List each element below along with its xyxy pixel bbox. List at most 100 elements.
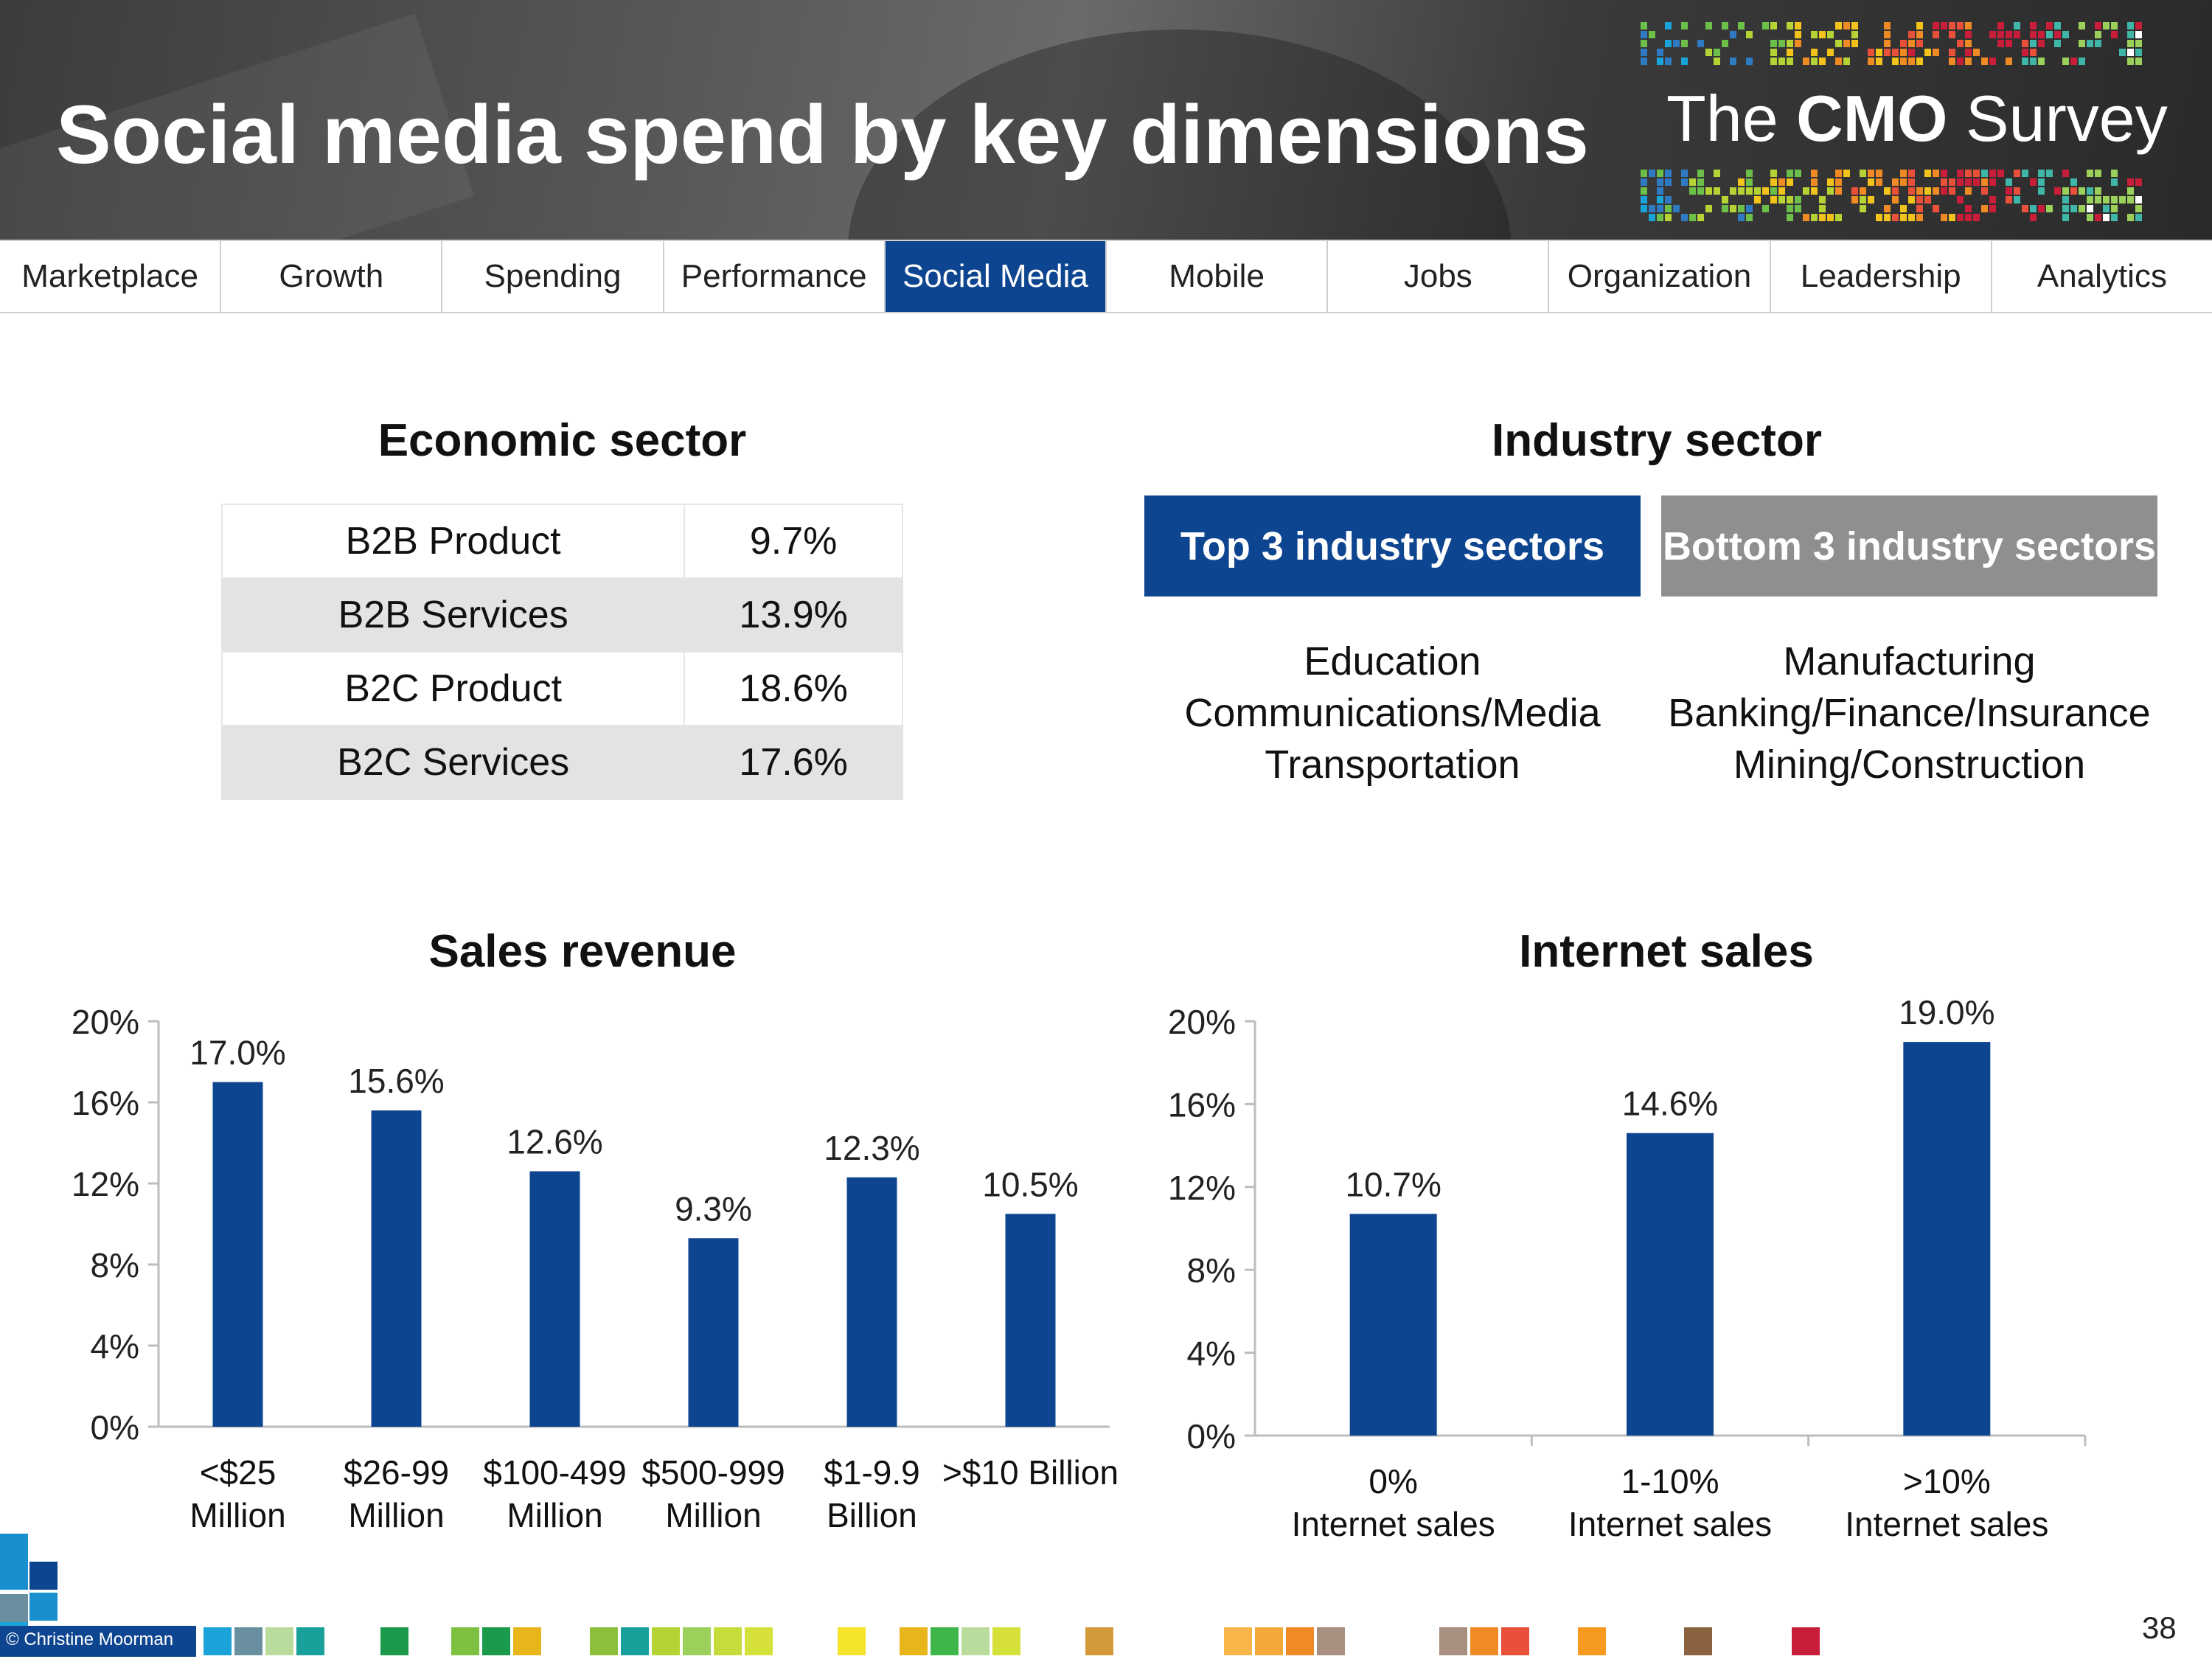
pixel-square [1981,178,1988,186]
section-nav: Marketplace Growth Spending Performance … [0,240,2212,313]
pixel-square [1770,178,1777,186]
bottom-sectors-list: Manufacturing Banking/Finance/Insurance … [1661,636,2157,790]
pixel-square [1933,187,1939,195]
internet-sales-chart-title: Internet sales [1519,926,1814,977]
pixel-square [1641,196,1647,204]
pixel-square [1957,170,1964,177]
pixel-square [1681,40,1688,47]
pixel-square [1795,31,1801,38]
y-tick-label: 20% [1168,1003,1236,1041]
pixel-square [1746,187,1753,195]
pixel-square [1738,214,1745,221]
pixel-square [2022,205,2028,212]
footer-square [590,1627,618,1655]
pixel-square [1900,170,1907,177]
tab-spending[interactable]: Spending [442,241,664,312]
pixel-square [1835,170,1842,177]
pixel-square [1851,187,1858,195]
pixel-square [2014,22,2020,29]
pixel-square [1681,58,1688,65]
pixel-square [2006,40,2012,47]
data-label: 10.5% [982,1165,1078,1203]
bar [1349,1214,1437,1436]
pixel-square [2095,31,2101,38]
pixel-square [2111,205,2118,212]
pixel-square [2103,214,2110,221]
pixel-square [2103,196,2110,204]
pixel-square [1770,58,1777,65]
tab-leadership[interactable]: Leadership [1771,241,1992,312]
tab-organization[interactable]: Organization [1549,241,1771,312]
pixel-square [1884,49,1891,56]
x-tick-label: 1-10% [1621,1462,1719,1500]
pixel-square [1657,205,1663,212]
pixel-square [1900,214,1907,221]
header-banner: Social media spend by key dimensions The… [0,0,2212,240]
pixel-square [1900,178,1907,186]
pixel-square [2135,178,2142,186]
pixel-square [2038,178,2045,186]
footer-square [1470,1627,1498,1655]
pixel-square [1827,187,1834,195]
table-cell-value: 9.7% [684,504,903,579]
pixel-square [2127,58,2134,65]
pixel-square [1770,22,1777,29]
tab-social-media[interactable]: Social Media [885,241,1107,312]
pixel-square [1900,40,1907,47]
pixel-square [1981,170,1988,177]
pixel-square [2111,214,2118,221]
pixel-square [1884,205,1891,212]
bar [688,1238,739,1427]
industry-sector-heading: Industry sector [1492,415,1822,466]
pixel-square [1787,49,1793,56]
pixel-square [2030,22,2037,29]
pixel-square [2038,40,2045,47]
footer-square [1317,1627,1345,1655]
pixel-square [1787,58,1793,65]
pixel-square [1665,40,1672,47]
pixel-square [1908,58,1915,65]
pixel-square [2079,205,2085,212]
bar [529,1171,580,1427]
internet-sales-chart: 0% 4% 8% 12% 16% 20% 10.7% 0% Internet sales 14.6… [1168,993,2087,1543]
pixel-square [2087,40,2093,47]
tab-mobile[interactable]: Mobile [1107,241,1329,312]
pixel-square [1989,58,1996,65]
pixel-square [1860,187,1866,195]
footer-square [1792,1627,1820,1655]
pixel-square [1892,49,1899,56]
pixel-square [2030,40,2037,47]
pixel-square [1981,205,1988,212]
bar [212,1082,263,1427]
tab-marketplace[interactable]: Marketplace [0,241,222,312]
pixel-square [1827,214,1834,221]
pixel-square [2054,31,2061,38]
pixel-square [1722,205,1728,212]
pixel-square [2095,214,2101,221]
pixel-square [1746,58,1753,65]
sales-revenue-chart-title: Sales revenue [428,926,737,977]
tab-performance[interactable]: Performance [664,241,886,312]
list-item: Communications/Media [1184,691,1601,735]
pixel-square [1819,205,1826,212]
pixel-square [1811,178,1818,186]
tab-jobs[interactable]: Jobs [1328,241,1550,312]
pixel-square [2038,205,2045,212]
pixel-square [1924,49,1931,56]
tab-analytics[interactable]: Analytics [2037,258,2167,294]
pixel-square [1981,187,1988,195]
pixel-square [2095,196,2101,204]
x-tick-label: >$10 Billion [942,1453,1119,1492]
pixel-square [1965,22,1972,29]
pixel-square [1803,214,1809,221]
pixel-square [1933,205,1939,212]
pixel-square [1657,214,1663,221]
pixel-square [2135,196,2142,204]
pixel-square [1770,49,1777,56]
tab-growth[interactable]: Growth [221,241,443,312]
pixel-square [1714,49,1720,56]
pixel-square [1665,196,1672,204]
pixel-square [1892,178,1899,186]
data-label: 15.6% [348,1062,444,1100]
footer-square [265,1627,293,1655]
